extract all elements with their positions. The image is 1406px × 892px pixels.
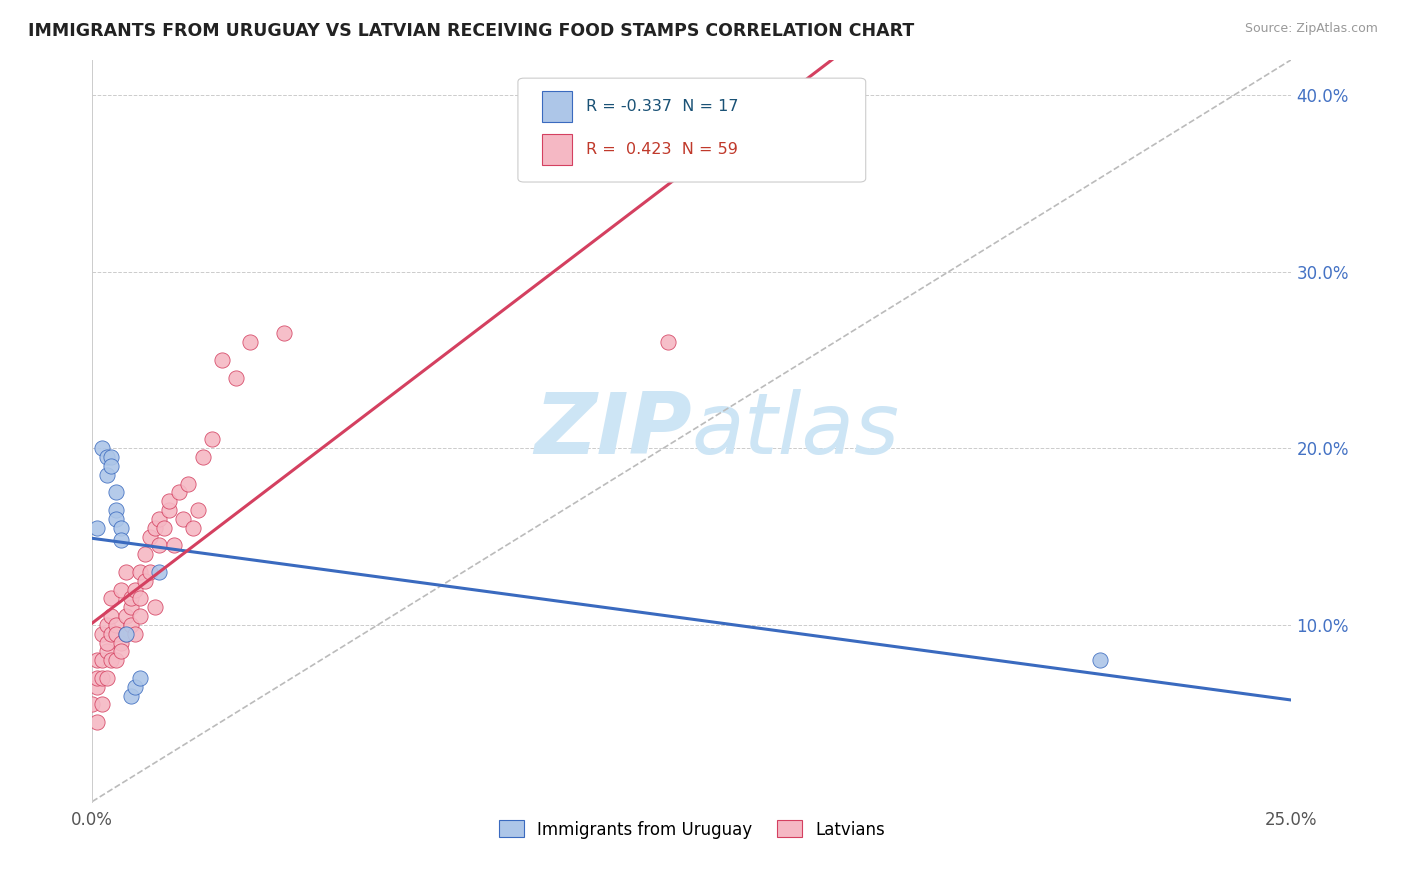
- Point: [148, 512, 170, 526]
- Point: [96, 618, 118, 632]
- Point: [167, 485, 190, 500]
- Point: [1088, 653, 1111, 667]
- Point: [110, 582, 132, 597]
- Text: Source: ZipAtlas.com: Source: ZipAtlas.com: [1244, 22, 1378, 36]
- Point: [120, 689, 142, 703]
- Point: [129, 565, 152, 579]
- Point: [776, 159, 799, 173]
- Point: [100, 591, 122, 606]
- Point: [96, 467, 118, 482]
- Point: [114, 609, 136, 624]
- Point: [177, 476, 200, 491]
- Point: [114, 626, 136, 640]
- Text: ZIP: ZIP: [534, 389, 692, 472]
- Point: [105, 653, 128, 667]
- Point: [110, 521, 132, 535]
- FancyBboxPatch shape: [541, 134, 572, 165]
- Point: [90, 442, 112, 456]
- Text: atlas: atlas: [692, 389, 900, 472]
- Point: [86, 653, 108, 667]
- Point: [105, 618, 128, 632]
- Point: [90, 698, 112, 712]
- Point: [134, 547, 156, 561]
- Point: [114, 565, 136, 579]
- Point: [86, 680, 108, 694]
- Point: [129, 591, 152, 606]
- Point: [105, 485, 128, 500]
- Point: [114, 626, 136, 640]
- Point: [100, 450, 122, 464]
- Point: [105, 512, 128, 526]
- Point: [143, 521, 166, 535]
- Point: [172, 512, 194, 526]
- FancyBboxPatch shape: [517, 78, 866, 182]
- Point: [181, 521, 204, 535]
- Point: [139, 565, 162, 579]
- Legend: Immigrants from Uruguay, Latvians: Immigrants from Uruguay, Latvians: [492, 814, 891, 846]
- Point: [148, 565, 170, 579]
- Point: [120, 618, 142, 632]
- Point: [143, 600, 166, 615]
- Point: [157, 503, 180, 517]
- Text: R = -0.337  N = 17: R = -0.337 N = 17: [586, 99, 738, 114]
- Point: [153, 521, 176, 535]
- Point: [100, 609, 122, 624]
- Point: [124, 582, 146, 597]
- Point: [100, 458, 122, 473]
- Point: [120, 600, 142, 615]
- Point: [105, 626, 128, 640]
- Text: IMMIGRANTS FROM URUGUAY VS LATVIAN RECEIVING FOOD STAMPS CORRELATION CHART: IMMIGRANTS FROM URUGUAY VS LATVIAN RECEI…: [28, 22, 914, 40]
- Point: [96, 635, 118, 649]
- Point: [273, 326, 295, 341]
- Point: [90, 626, 112, 640]
- Point: [657, 335, 679, 350]
- Point: [148, 538, 170, 552]
- Point: [90, 671, 112, 685]
- Point: [187, 503, 209, 517]
- Point: [82, 698, 104, 712]
- Point: [201, 433, 224, 447]
- Point: [134, 574, 156, 588]
- Point: [96, 671, 118, 685]
- Point: [110, 635, 132, 649]
- Point: [100, 653, 122, 667]
- Point: [211, 353, 233, 368]
- Point: [124, 680, 146, 694]
- Point: [86, 715, 108, 730]
- Point: [191, 450, 214, 464]
- Point: [96, 644, 118, 658]
- Point: [86, 521, 108, 535]
- Point: [90, 653, 112, 667]
- FancyBboxPatch shape: [541, 91, 572, 122]
- Point: [110, 644, 132, 658]
- Point: [120, 591, 142, 606]
- Point: [110, 533, 132, 548]
- Point: [105, 503, 128, 517]
- Text: R =  0.423  N = 59: R = 0.423 N = 59: [586, 142, 738, 157]
- Point: [129, 671, 152, 685]
- Point: [157, 494, 180, 508]
- Point: [239, 335, 262, 350]
- Point: [163, 538, 186, 552]
- Point: [139, 530, 162, 544]
- Point: [96, 450, 118, 464]
- Point: [100, 626, 122, 640]
- Point: [124, 626, 146, 640]
- Point: [225, 370, 247, 384]
- Point: [129, 609, 152, 624]
- Point: [86, 671, 108, 685]
